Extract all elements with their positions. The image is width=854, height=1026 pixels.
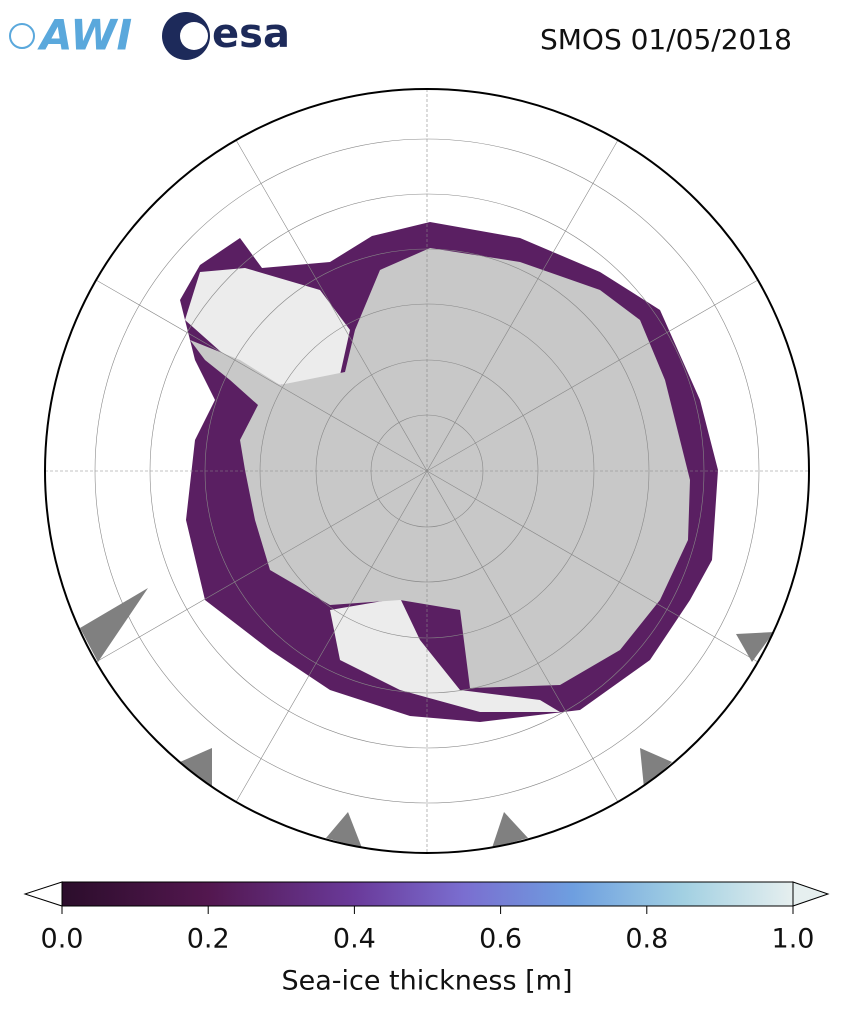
colorbar-tick-label: 0.2 [187,924,230,955]
colorbar: 0.0 0.2 0.4 0.6 0.8 1.0 [23,881,830,955]
colorbar-tick-label: 0.0 [41,924,84,955]
colorbar-tick-label: 1.0 [772,924,815,955]
colorbar-label: Sea-ice thickness [m] [281,966,572,997]
colorbar-extend-high [792,881,830,907]
awi-logo: AWI [9,11,132,60]
map-frame [44,88,810,854]
colorbar-extend-low [23,881,63,907]
map-title: SMOS 01/05/2018 [540,23,792,56]
awi-text: AWI [37,11,132,60]
map [45,89,809,853]
colorbar-tick-label: 0.8 [625,924,668,955]
ross-ice [330,598,560,712]
colorbar-tick-label: 0.4 [333,924,376,955]
esa-text: esa [212,11,290,57]
antarctica [190,248,690,688]
colorbar-tick-label: 0.6 [479,924,522,955]
colorbar-scale [61,881,794,907]
esa-logo: esa [162,11,290,60]
data-gaps [80,588,774,848]
graticule [45,89,809,853]
